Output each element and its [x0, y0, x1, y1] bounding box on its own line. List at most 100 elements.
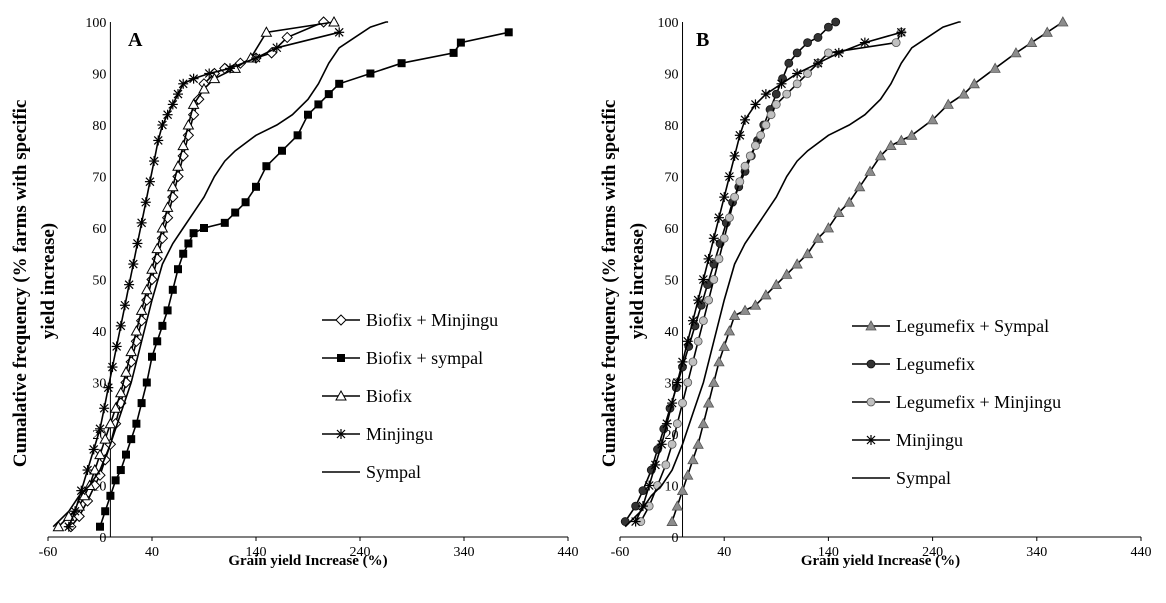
data-point — [1057, 16, 1069, 27]
data-point — [168, 285, 177, 294]
data-point — [771, 89, 781, 99]
data-point — [137, 399, 146, 408]
data-point — [109, 402, 122, 413]
data-point — [792, 68, 803, 79]
data-point — [146, 263, 158, 274]
data-point — [718, 340, 730, 351]
data-point — [335, 79, 344, 88]
legend-label: Minjingu — [366, 424, 433, 444]
data-point — [709, 275, 719, 284]
data-point — [127, 435, 136, 444]
data-point — [293, 131, 302, 140]
data-point — [770, 278, 782, 290]
data-point — [682, 469, 694, 480]
data-point — [672, 377, 683, 388]
data-point — [208, 72, 221, 84]
data-point — [771, 100, 781, 109]
series-legumefix-sympal — [666, 16, 1069, 526]
data-point — [166, 180, 179, 192]
data-point — [740, 161, 750, 171]
data-point — [672, 419, 682, 429]
data-point — [698, 316, 708, 326]
data-point — [95, 423, 105, 434]
series-minjingu — [63, 27, 345, 532]
data-point — [104, 417, 117, 429]
y-tick-label: 80 — [92, 119, 106, 134]
data-point — [822, 222, 835, 233]
data-point — [687, 315, 698, 326]
data-point — [174, 265, 182, 274]
y-tick-label: 50 — [92, 274, 106, 289]
data-point — [158, 321, 167, 330]
data-point — [791, 258, 803, 269]
x-tick-label: 40 — [145, 545, 159, 560]
data-point — [101, 507, 110, 516]
data-point — [833, 47, 844, 58]
data-point — [824, 48, 833, 58]
data-point — [153, 135, 164, 146]
data-point — [328, 15, 340, 27]
data-point — [766, 110, 776, 120]
data-point — [120, 366, 132, 377]
data-point — [124, 279, 135, 290]
y-tick-label: 100 — [85, 16, 106, 31]
data-point — [52, 520, 65, 532]
data-point — [958, 88, 970, 99]
data-point — [865, 320, 877, 331]
data-point — [693, 336, 703, 346]
x-tick-label: 240 — [350, 545, 371, 560]
data-point — [756, 130, 766, 140]
series-minjingu — [630, 27, 907, 527]
data-point — [702, 397, 715, 408]
data-point — [251, 53, 261, 64]
data-point — [812, 58, 823, 69]
x-tick-label: -60 — [611, 545, 630, 560]
panel-b: -60 40 140 240 340 440 0102030405060708090100… — [599, 16, 1152, 569]
data-point — [179, 249, 188, 258]
data-point — [157, 120, 168, 130]
data-point — [103, 382, 114, 393]
data-point — [252, 182, 260, 191]
data-point — [281, 31, 293, 44]
legend-item: Legumefix — [852, 354, 975, 374]
data-point — [620, 517, 630, 526]
data-point — [885, 139, 897, 150]
data-point — [162, 109, 173, 120]
data-point — [866, 359, 876, 369]
y-axis-label: Cumalative frequency (% farms with speci… — [10, 95, 59, 467]
data-point — [151, 242, 164, 254]
legend-item: Minjingu — [852, 430, 963, 450]
legend-label: Sympal — [896, 468, 951, 488]
series-biofix — [52, 15, 340, 532]
data-point — [714, 254, 724, 264]
data-point — [278, 146, 286, 155]
data-point — [801, 247, 814, 259]
legend-item: Biofix — [322, 386, 412, 406]
data-point — [713, 212, 724, 223]
data-point — [688, 357, 698, 367]
data-point — [723, 325, 736, 336]
data-point — [1010, 47, 1022, 58]
data-point — [678, 398, 687, 408]
data-point — [99, 403, 110, 414]
data-point — [751, 141, 760, 151]
data-point — [128, 259, 139, 270]
y-axis-label-line-1: Cumalative frequency (% farms with speci… — [10, 100, 31, 467]
data-point — [803, 69, 812, 78]
series-layer — [52, 15, 513, 533]
y-axis-label-line-1: Cumalative frequency (% farms with speci… — [599, 100, 620, 467]
data-point — [661, 460, 671, 470]
data-point — [106, 491, 115, 500]
data-point — [167, 99, 178, 110]
data-point — [719, 192, 730, 203]
y-tick-label: 40 — [92, 325, 106, 340]
y-tick-label: 90 — [665, 68, 679, 83]
data-point — [703, 280, 712, 290]
data-point — [782, 89, 792, 99]
legend-label: Legumefix + Minjingu — [896, 392, 1061, 412]
legend: Biofix + Minjingu Biofix + sympal Biofix… — [322, 310, 498, 482]
data-point — [78, 489, 91, 501]
data-point — [891, 38, 901, 47]
